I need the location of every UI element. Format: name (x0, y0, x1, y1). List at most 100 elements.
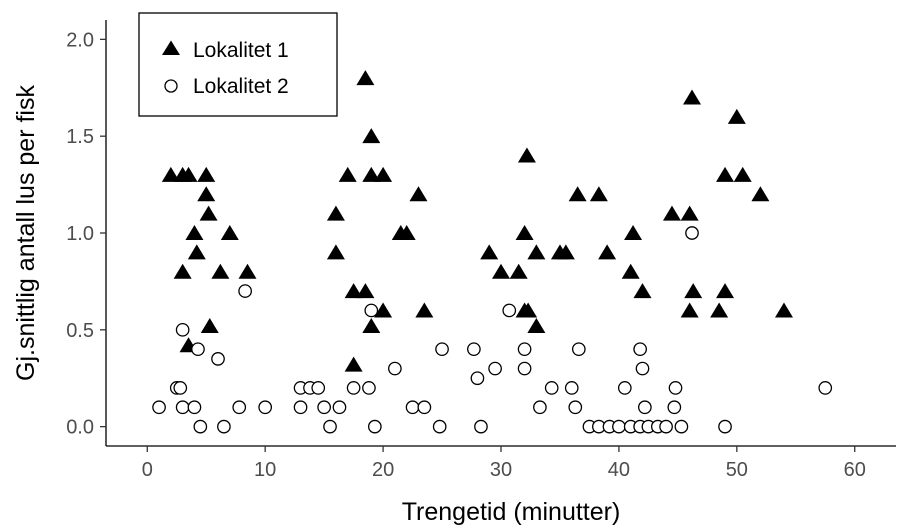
triangle-point (680, 205, 699, 221)
triangle-point (568, 186, 587, 202)
triangle-point (362, 166, 381, 182)
circle-point (517, 342, 532, 357)
triangle-point (519, 302, 538, 318)
circle-point (544, 381, 559, 395)
circle-point (193, 419, 208, 434)
triangle-point (556, 244, 575, 260)
circle-point (635, 361, 650, 376)
y-axis-title: Gj.snittlig antall lus per fisk (12, 85, 40, 381)
circle-point (668, 381, 683, 395)
circle-point (667, 400, 682, 415)
triangle-point (621, 263, 640, 279)
y-tick-label: 1.0 (66, 223, 94, 245)
x-tick-label: 40 (608, 459, 630, 481)
triangle-point (362, 317, 381, 333)
circle-point (467, 342, 481, 357)
triangle-point (527, 244, 546, 260)
triangle-point (589, 186, 608, 202)
triangle-point (326, 244, 345, 260)
triangle-point (344, 283, 363, 299)
legend-box (138, 12, 338, 117)
triangle-point (515, 225, 534, 240)
x-tick-label: 20 (372, 459, 394, 481)
circle-point (659, 419, 673, 434)
circle-point (175, 322, 190, 337)
triangle-point (751, 186, 770, 202)
triangle-point (710, 302, 729, 318)
triangle-point (517, 147, 536, 163)
triangle-point (362, 128, 381, 144)
legend-triangle-marker (162, 40, 180, 55)
triangle-point (598, 244, 617, 260)
circle-point (258, 400, 273, 415)
circle-point (405, 400, 420, 415)
legend-circle-marker (164, 79, 178, 93)
x-axis-title: Trengetid (minutter) (402, 498, 621, 526)
triangle-point (173, 263, 192, 279)
circle-point (674, 419, 689, 434)
triangle-point (662, 205, 681, 221)
triangle-point (197, 186, 216, 202)
circle-point (191, 342, 205, 357)
circle-point (238, 284, 252, 298)
circle-point (617, 381, 632, 395)
triangle-point (480, 244, 499, 260)
triangle-point (238, 263, 257, 279)
circle-point (388, 361, 402, 376)
circle-point (718, 419, 732, 434)
circle-point (362, 381, 376, 395)
series-lokalitet-1 (161, 70, 793, 372)
triangle-point (409, 186, 428, 202)
circle-point (175, 400, 190, 415)
circle-point (435, 342, 449, 357)
triangle-point (633, 283, 652, 299)
legend-label-lokalitet-2: Lokalitet 2 (193, 75, 289, 98)
triangle-point (197, 166, 216, 182)
triangle-point (199, 205, 218, 221)
circle-point (293, 400, 308, 415)
x-tick-label: 60 (844, 459, 866, 481)
triangle-point (680, 302, 699, 318)
triangle-point (509, 263, 528, 279)
x-ticks: 0 10 20 30 40 50 60 (142, 446, 866, 481)
triangle-point (211, 263, 230, 279)
triangle-point (338, 166, 357, 182)
y-tick-label: 2.0 (66, 29, 94, 51)
x-tick-label: 0 (142, 459, 153, 481)
triangle-point (774, 302, 793, 318)
circle-point (346, 381, 361, 395)
circle-point (173, 381, 188, 395)
circle-point (367, 419, 382, 434)
triangle-point (684, 283, 703, 299)
triangle-point (185, 225, 204, 240)
circle-point (568, 400, 583, 415)
circle-point (564, 381, 579, 395)
triangle-point (326, 205, 345, 221)
circle-point (638, 400, 652, 415)
legend-label-lokalitet-1: Lokalitet 1 (193, 39, 289, 62)
triangle-point (397, 225, 416, 240)
triangle-point (716, 166, 735, 182)
circle-point (323, 419, 337, 434)
triangle-point (344, 356, 363, 372)
triangle-point (527, 317, 546, 333)
y-tick-label: 0.0 (66, 417, 94, 439)
triangle-point (161, 166, 180, 182)
circle-point (211, 352, 225, 366)
triangle-point (716, 283, 735, 299)
circle-point (470, 371, 485, 386)
circle-point (502, 303, 517, 318)
triangle-point (492, 263, 510, 279)
circle-point (311, 381, 326, 395)
y-tick-label: 0.5 (66, 320, 94, 342)
circle-point (364, 303, 379, 318)
series-layer (152, 70, 833, 434)
circle-point (571, 342, 586, 357)
circle-point (232, 400, 247, 415)
triangle-point (187, 244, 206, 260)
triangle-point (733, 166, 752, 182)
circle-point (432, 419, 447, 434)
circle-point (612, 419, 626, 434)
circle-point (474, 419, 488, 434)
